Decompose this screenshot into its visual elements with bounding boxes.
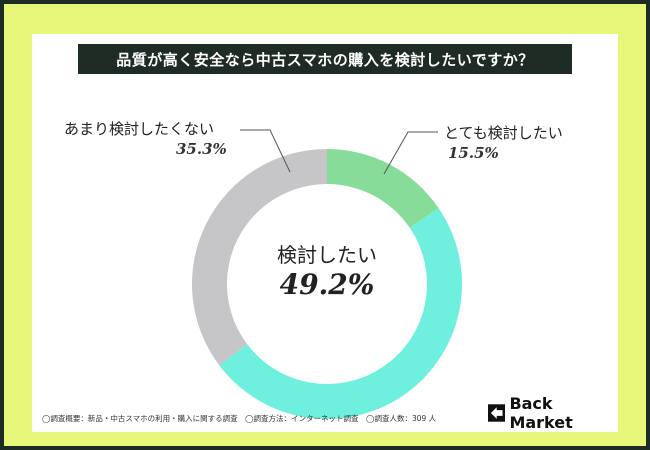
chart-card: 品質が高く安全なら中古スマホの購入を検討したいですか？ とても検討したい 15.… <box>32 34 618 432</box>
center-label: 検討したい <box>277 243 377 267</box>
pct-very-interested: 15.5% <box>448 144 499 162</box>
back-market-logo: Back Market <box>488 394 618 432</box>
back-market-icon <box>488 404 506 422</box>
leader-line-not <box>240 129 291 173</box>
donut-slice-1 <box>219 208 462 419</box>
donut-slice-0 <box>327 149 439 228</box>
donut-chart <box>192 129 462 419</box>
chart-title: 品質が高く安全なら中古スマホの購入を検討したいですか？ <box>78 44 572 74</box>
center-value: 49.2% <box>279 268 375 301</box>
outer-frame: 品質が高く安全なら中古スマホの購入を検討したいですか？ とても検討したい 15.… <box>4 4 646 446</box>
donut-slice-2 <box>192 149 327 366</box>
leader-line-very <box>383 131 438 175</box>
brand-name: Back Market <box>509 394 573 432</box>
survey-footnote: ◯調査概要：新品・中古スマホの利用・購入に関する調査 ◯調査方法：インターネット… <box>42 414 437 423</box>
label-not-interested: あまり検討したくない <box>64 120 215 138</box>
pct-not-interested: 35.3% <box>176 140 227 158</box>
label-very-interested: とても検討したい <box>444 124 563 142</box>
